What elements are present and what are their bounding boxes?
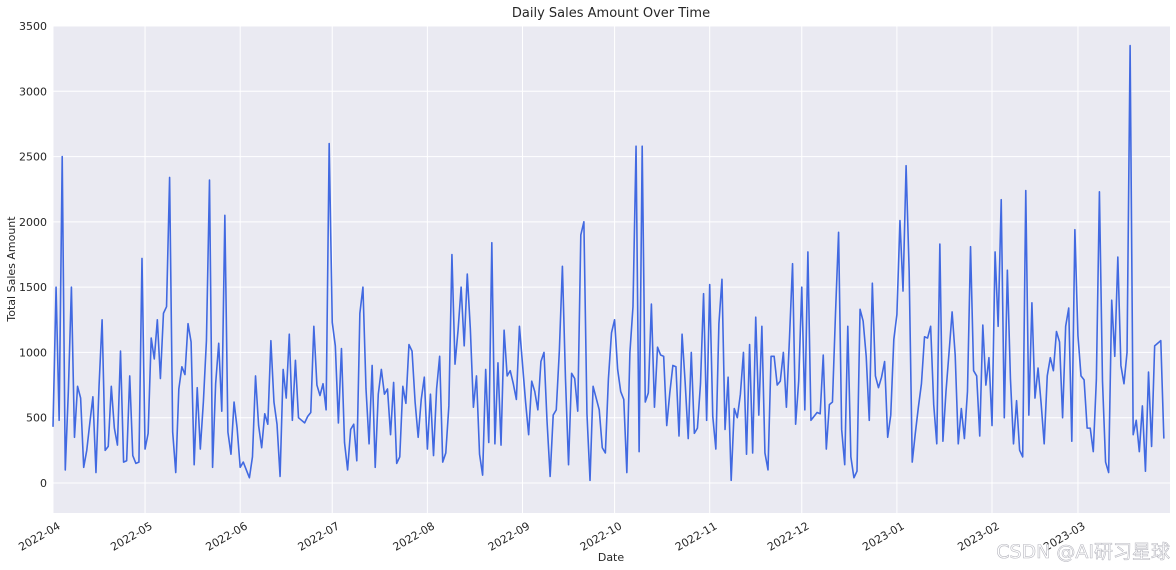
x-axis-label: Date: [598, 551, 625, 564]
x-tick-label: 2022-09: [486, 519, 532, 553]
y-tick-label: 3500: [19, 20, 47, 33]
x-tick-label: 2023-01: [860, 519, 906, 553]
watermark: CSDN @AI研习星球: [996, 541, 1170, 563]
grid-lines: [52, 25, 1170, 513]
x-tick-label: 2023-02: [955, 519, 1001, 553]
x-tick-label: 2022-04: [16, 519, 62, 553]
y-tick-label: 3000: [19, 85, 47, 98]
series-line: [52, 44, 1165, 482]
x-tick-label: 2022-07: [296, 519, 342, 553]
x-tick-label: 2022-10: [578, 519, 624, 553]
x-tick-label: 2022-06: [204, 519, 250, 553]
y-tick-label: 0: [40, 477, 47, 490]
y-tick-label: 500: [26, 412, 47, 425]
x-tick-label: 2022-11: [673, 519, 719, 553]
y-tick-label: 1000: [19, 346, 47, 359]
x-tick-label: 2022-12: [765, 519, 811, 553]
y-tick-label: 2000: [19, 216, 47, 229]
y-axis-label: Total Sales Amount: [5, 216, 18, 323]
plot-background: [53, 26, 1170, 513]
y-tick-label: 1500: [19, 281, 47, 294]
chart-title: Daily Sales Amount Over Time: [512, 6, 710, 21]
x-tick-label: 2022-08: [391, 519, 437, 553]
y-tick-label: 2500: [19, 151, 47, 164]
x-tick-labels: 2022-04 2022-05 2022-06 2022-07 2022-08 2022-…: [16, 519, 1087, 553]
y-tick-labels: 0 500 1000 1500 2000 2500 3000 3500: [19, 20, 47, 490]
x-tick-label: 2022-05: [108, 519, 154, 553]
